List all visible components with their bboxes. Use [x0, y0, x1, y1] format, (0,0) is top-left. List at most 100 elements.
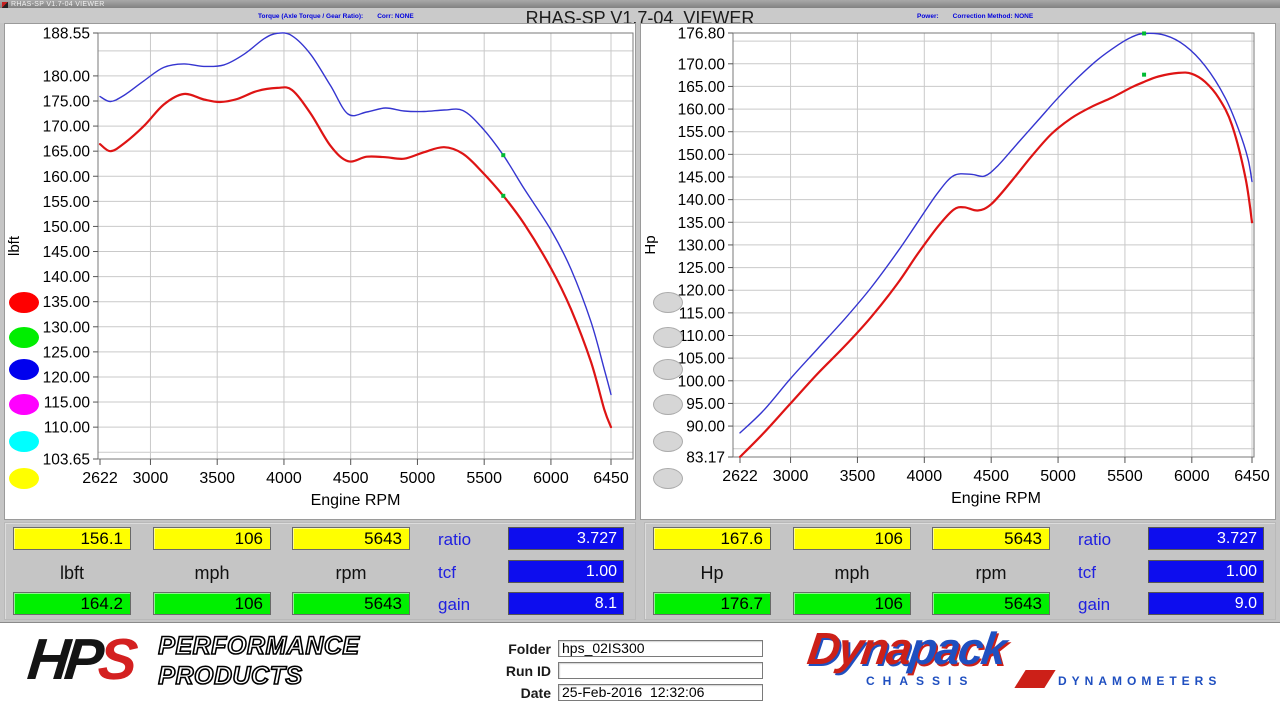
rpm-run1-value: 5643 [292, 527, 410, 550]
rpm-unit-label: rpm [975, 563, 1007, 583]
svg-text:lbft: lbft [6, 235, 23, 256]
svg-text:4500: 4500 [973, 468, 1009, 485]
power-chart[interactable]: 176.80 170.00 165.00 160.00 155.00 150.00 145.… [641, 24, 1275, 519]
speed-unit-label: mph [834, 563, 870, 583]
hps-tagline: PERFORMANCE PRODUCTS [157, 631, 359, 691]
date-input[interactable]: 25-Feb-2016 12:32:06 [558, 684, 763, 701]
svg-text:4500: 4500 [333, 470, 369, 487]
speed-run2-value: 106 [153, 592, 271, 615]
window-titlebar[interactable]: RHAS-SP V1.7-04 VIEWER [0, 0, 1280, 9]
folder-label: Folder [508, 640, 551, 657]
svg-text:95.00: 95.00 [686, 396, 725, 413]
runid-input[interactable] [558, 662, 763, 679]
torque-caption-corr: Corr: NONE [377, 13, 414, 20]
legend-run-dot-2[interactable] [653, 327, 683, 348]
svg-text:110.00: 110.00 [44, 420, 91, 437]
speed-run2-value: 106 [793, 592, 911, 615]
power-caption: Power: Correction Method: NONE [917, 13, 1033, 20]
hps-logo: HPS PERFORMANCE PRODUCTS [24, 627, 360, 692]
header-strip: RHAS-SP V1.7-04 VIEWER [0, 8, 1280, 23]
speed-unit-label: mph [194, 563, 230, 583]
legend-run-dot-6[interactable] [653, 468, 683, 489]
tcf-label: tcf [438, 563, 456, 582]
page-title: RHAS-SP V1.7-04 VIEWER [525, 8, 755, 23]
torque-caption: Torque (Axle Torque / Gear Ratio): Corr:… [258, 13, 414, 20]
svg-text:135.00: 135.00 [678, 215, 726, 232]
svg-text:3500: 3500 [840, 468, 876, 485]
legend-run-dot-1[interactable] [9, 292, 39, 313]
legend-run-dot-3[interactable] [9, 359, 39, 380]
app-icon [2, 1, 8, 8]
window-title: RHAS-SP V1.7-04 VIEWER [11, 1, 105, 8]
runid-label: Run ID [505, 662, 551, 679]
rpm-run2-value: 5643 [932, 592, 1050, 615]
svg-text:130.00: 130.00 [678, 237, 726, 254]
svg-text:103.65: 103.65 [43, 452, 90, 469]
svg-text:160.00: 160.00 [43, 169, 91, 186]
ratio-label: ratio [1078, 530, 1112, 549]
torque-chart-panel[interactable]: 188.55 180.00 175.00 170.00 165.00 160.00 155.… [4, 23, 636, 520]
svg-text:145.00: 145.00 [43, 244, 91, 261]
power-run2-value: 176.7 [653, 592, 771, 615]
tcf-label: tcf [1078, 563, 1096, 582]
legend-run-dot-4[interactable] [9, 394, 39, 415]
hps-letters: HPS [24, 627, 136, 692]
svg-text:5500: 5500 [466, 470, 502, 487]
legend-run-dot-4[interactable] [653, 394, 683, 415]
svg-text:Engine RPM: Engine RPM [951, 490, 1041, 507]
power-values-section: 167.6 106 5643 Hp mph rpm 176.7 106 5643… [644, 522, 1276, 620]
legend-run-dot-3[interactable] [653, 359, 683, 380]
torque-values-section: 156.1 106 5643 lbft mph rpm 164.2 106 56… [4, 522, 636, 620]
power-chart-panel[interactable]: 176.80 170.00 165.00 160.00 155.00 150.00 145.… [640, 23, 1276, 520]
svg-text:160.00: 160.00 [678, 102, 726, 119]
svg-text:5000: 5000 [1040, 468, 1076, 485]
tcf-value: 1.00 [1148, 560, 1264, 583]
svg-text:5500: 5500 [1107, 468, 1143, 485]
svg-text:5000: 5000 [400, 470, 436, 487]
legend-run-dot-5[interactable] [653, 431, 683, 452]
rpm-run2-value: 5643 [292, 592, 410, 615]
folder-field-row: Folder hps_02IS300 [470, 640, 763, 657]
svg-text:6450: 6450 [1234, 468, 1270, 485]
svg-text:150.00: 150.00 [43, 219, 91, 236]
legend-run-dot-2[interactable] [9, 327, 39, 348]
ratio-value: 3.727 [1148, 527, 1264, 550]
svg-text:2622: 2622 [82, 470, 118, 487]
power-unit-label: Hp [700, 563, 724, 583]
footer-bar: HPS PERFORMANCE PRODUCTS Folder hps_02IS… [0, 622, 1280, 702]
svg-text:3000: 3000 [133, 470, 169, 487]
legend-run-dot-5[interactable] [9, 431, 39, 452]
dynapack-dynamometers: DYNAMOMETERS [1058, 674, 1222, 688]
svg-text:4000: 4000 [907, 468, 943, 485]
svg-text:115.00: 115.00 [44, 395, 91, 412]
dynapack-wordmark: Dynapack [804, 623, 1009, 674]
svg-text:170.00: 170.00 [678, 56, 726, 73]
torque-caption-label: Torque (Axle Torque / Gear Ratio): [258, 13, 364, 20]
torque-chart[interactable]: 188.55 180.00 175.00 170.00 165.00 160.00 155.… [5, 24, 635, 519]
svg-text:176.80: 176.80 [678, 26, 726, 43]
svg-text:125.00: 125.00 [43, 344, 91, 361]
svg-text:Hp: Hp [642, 235, 659, 254]
svg-text:6450: 6450 [593, 470, 629, 487]
svg-text:135.00: 135.00 [43, 294, 91, 311]
torque-run1-value: 156.1 [13, 527, 131, 550]
svg-text:6000: 6000 [533, 470, 569, 487]
svg-text:175.00: 175.00 [43, 93, 91, 110]
power-caption-corr: Correction Method: NONE [952, 13, 1034, 20]
svg-text:100.00: 100.00 [678, 373, 726, 390]
svg-text:3500: 3500 [199, 470, 235, 487]
gain-value: 9.0 [1148, 592, 1264, 615]
dynapack-logo: Dynapack CHASSIS DYNAMOMETERS [804, 623, 1270, 690]
svg-text:130.00: 130.00 [43, 319, 91, 336]
svg-text:2622: 2622 [722, 468, 758, 485]
folder-input[interactable]: hps_02IS300 [558, 640, 763, 657]
svg-text:6000: 6000 [1174, 468, 1210, 485]
legend-run-dot-6[interactable] [9, 468, 39, 489]
svg-text:4000: 4000 [266, 470, 302, 487]
svg-text:170.00: 170.00 [43, 119, 91, 136]
legend-run-dot-1[interactable] [653, 292, 683, 313]
dynapack-chassis: CHASSIS [866, 674, 976, 688]
svg-text:110.00: 110.00 [679, 328, 726, 345]
svg-text:140.00: 140.00 [678, 192, 726, 209]
svg-text:90.00: 90.00 [686, 419, 725, 436]
